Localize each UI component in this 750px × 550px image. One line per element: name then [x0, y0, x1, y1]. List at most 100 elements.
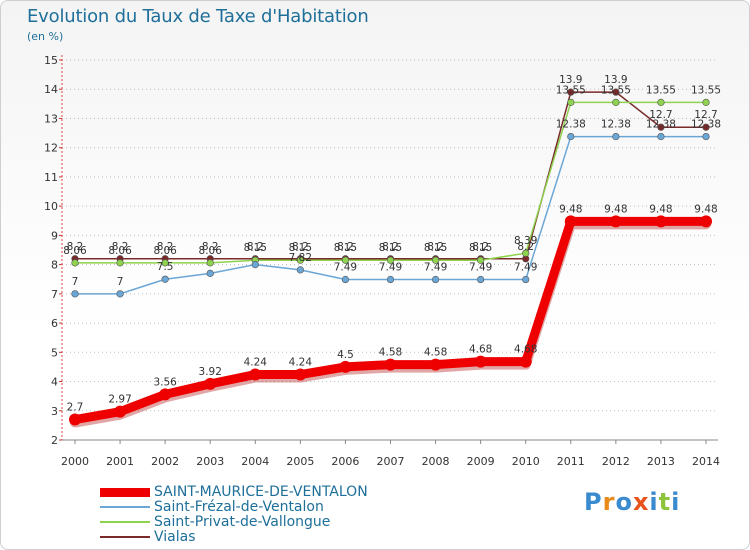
- data-label: 8.39: [514, 235, 537, 247]
- data-label: 7.82: [289, 252, 312, 264]
- legend-label: Vialas: [154, 529, 196, 545]
- data-label: 7.49: [424, 262, 447, 274]
- data-label: 4.5: [337, 349, 354, 361]
- data-label: 8.15: [244, 242, 267, 254]
- data-point: [612, 132, 620, 141]
- data-label: 7.49: [514, 262, 537, 274]
- data-label: 12.38: [646, 119, 676, 131]
- legend-label: SAINT-MAURICE-DE-VENTALON: [154, 484, 368, 500]
- data-point: [519, 355, 532, 368]
- data-point: [657, 98, 665, 106]
- legend-item: Saint-Privat-de-Vallongue: [100, 514, 430, 530]
- data-label: 8.2: [67, 241, 84, 253]
- chart-data-labels: 2.7 2.97 3.56 3.92 4.24 4.24 4.5 4.58 4.58 4.68 4.…: [63, 74, 721, 413]
- data-point: [700, 215, 712, 228]
- x-tick-label: 2009: [467, 455, 495, 468]
- y-tick-label: 7: [51, 288, 58, 301]
- x-tick-label: 2012: [602, 455, 630, 468]
- logo-letter: t: [658, 488, 672, 516]
- data-label: 3.56: [153, 376, 177, 388]
- data-point: [116, 259, 124, 267]
- x-tick-label: 2002: [151, 455, 179, 468]
- data-label: 8.15: [289, 242, 312, 254]
- data-label: 2.7: [67, 402, 84, 414]
- data-point: [477, 256, 485, 264]
- data-point: [657, 132, 665, 141]
- data-point: [474, 355, 487, 368]
- data-label: 8.2: [112, 241, 129, 253]
- data-point: [522, 249, 530, 257]
- logo-letter: o: [615, 488, 633, 516]
- y-tick-label: 2: [51, 434, 58, 447]
- data-label: 8.2: [337, 241, 354, 253]
- data-point: [657, 123, 665, 131]
- data-point: [296, 256, 304, 264]
- legend-label: Saint-Privat-de-Vallongue: [154, 514, 331, 530]
- data-label: 9.48: [694, 203, 717, 215]
- y-tick-label: 10: [44, 200, 58, 213]
- data-label: 13.55: [601, 84, 631, 96]
- data-point: [609, 215, 622, 228]
- data-point: [702, 123, 710, 131]
- data-label: 7.49: [469, 262, 492, 274]
- data-point: [386, 275, 395, 284]
- logo-letter: P: [584, 488, 603, 516]
- data-label: 8.06: [199, 245, 223, 257]
- data-point: [702, 98, 710, 106]
- x-tick-label: 2005: [286, 455, 314, 468]
- chart-axes: 2 3 4 5 6 7 8 9 10 11 12 13 14 15 2000 2001 2002 2003 2004…: [44, 54, 720, 468]
- data-label: 3.92: [199, 366, 222, 378]
- y-tick-label: 11: [44, 171, 58, 184]
- data-point: [431, 275, 440, 284]
- data-label: 9.48: [649, 203, 672, 215]
- data-point: [294, 368, 307, 381]
- data-label: 9.48: [604, 203, 627, 215]
- logo-letter: x: [632, 488, 650, 516]
- data-label: 8.2: [517, 241, 534, 253]
- y-tick-label: 8: [51, 259, 58, 272]
- data-label: 8.2: [472, 241, 489, 253]
- data-label: 13.9: [604, 74, 627, 86]
- y-tick-label: 13: [44, 112, 58, 125]
- legend-swatch: [100, 536, 150, 538]
- y-tick-label: 5: [51, 346, 58, 359]
- data-point: [249, 368, 262, 381]
- y-tick-label: 3: [51, 405, 58, 418]
- legend-swatch: [100, 487, 150, 497]
- legend-item: Vialas: [100, 529, 430, 545]
- y-tick-label: 4: [51, 376, 58, 389]
- data-label: 8.2: [427, 241, 444, 253]
- data-label: 13.55: [691, 84, 721, 96]
- data-point: [204, 377, 217, 390]
- legend-swatch: [100, 521, 150, 523]
- data-point: [567, 98, 575, 106]
- y-tick-label: 15: [44, 54, 58, 67]
- data-point: [159, 388, 172, 401]
- x-tick-label: 2000: [61, 455, 89, 468]
- x-tick-label: 2004: [241, 455, 269, 468]
- data-label: 4.24: [244, 357, 268, 369]
- legend-label: Saint-Frézal-de-Ventalon: [154, 499, 324, 515]
- data-point: [702, 132, 710, 141]
- x-tick-label: 2010: [512, 455, 540, 468]
- chart-series: [69, 88, 712, 428]
- data-label: 8.15: [424, 242, 447, 254]
- data-point: [386, 256, 395, 264]
- data-label: 2.97: [108, 394, 131, 406]
- data-point: [339, 360, 352, 373]
- data-label: 12.7: [694, 109, 717, 121]
- data-label: 13.55: [646, 84, 676, 96]
- data-point: [429, 358, 442, 371]
- data-label: 8.2: [157, 241, 174, 253]
- legend-swatch: [100, 506, 150, 508]
- x-tick-label: 2011: [557, 455, 585, 468]
- data-label: 13.55: [556, 84, 586, 96]
- chart-title: Evolution du Taux de Taxe d'Habitation: [27, 6, 369, 27]
- data-label: 7: [117, 276, 124, 288]
- data-label: 8.06: [63, 245, 87, 257]
- data-point: [612, 98, 620, 106]
- y-tick-label: 12: [44, 142, 58, 155]
- data-label: 8.06: [108, 245, 132, 257]
- data-label: 13.9: [559, 74, 582, 86]
- data-point: [296, 266, 304, 274]
